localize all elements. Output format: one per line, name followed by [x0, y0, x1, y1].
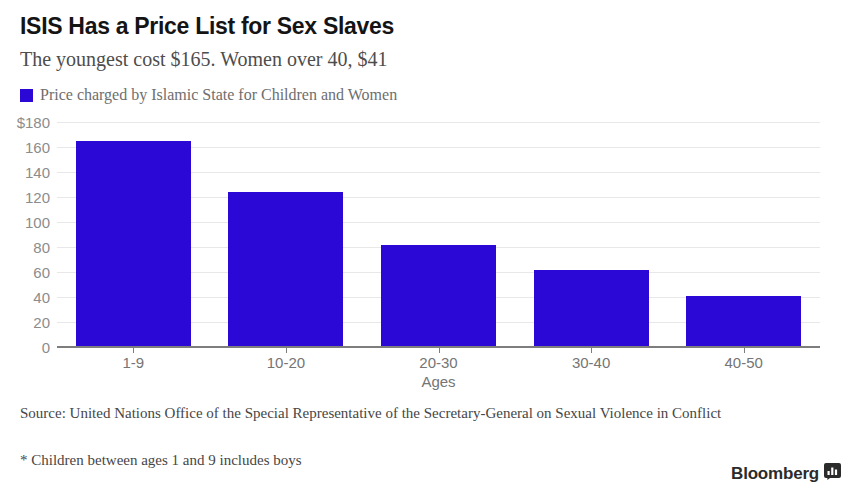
bloomberg-wordmark: Bloomberg	[731, 464, 819, 484]
x-axis-tick-label: 20-30	[389, 355, 489, 371]
x-axis-tick	[439, 348, 440, 353]
y-axis-tick-label: 120	[0, 190, 50, 205]
y-axis-tick-label: 80	[0, 240, 50, 255]
y-axis-tick-label: 140	[0, 165, 50, 180]
bloomberg-brand: Bloomberg	[731, 463, 841, 484]
y-axis-tick-label: 40	[0, 290, 50, 305]
x-axis-tick-label: 30-40	[541, 355, 641, 371]
x-axis-tick	[591, 348, 592, 353]
x-axis-tick-label: 40-50	[694, 355, 794, 371]
x-axis-tick-label: 1-9	[83, 355, 183, 371]
footnote: * Children between ages 1 and 9 includes…	[20, 452, 302, 469]
y-gridline	[57, 122, 820, 123]
x-axis-tick	[286, 348, 287, 353]
bar-1-9	[76, 141, 191, 347]
x-axis-tick	[744, 348, 745, 353]
bar-10-20	[228, 192, 343, 347]
y-axis-tick-label: 60	[0, 265, 50, 280]
x-axis-tick-label: 10-20	[236, 355, 336, 371]
y-axis-tick-label: $180	[0, 115, 50, 130]
bar-chart-icon	[824, 463, 841, 484]
y-axis-tick-label: 0	[0, 340, 50, 355]
bar-40-50	[686, 296, 801, 347]
y-axis-tick-label: 100	[0, 215, 50, 230]
x-axis-title: Ages	[379, 373, 499, 390]
y-axis-tick-label: 20	[0, 315, 50, 330]
y-axis-tick-label: 160	[0, 140, 50, 155]
bar-chart: 0 20 40 60 80 100 120 140 160 $180 1-9 10-20 20-30 30…	[0, 0, 850, 502]
bar-30-40	[534, 270, 649, 348]
chart-page: ISIS Has a Price List for Sex Slaves The…	[0, 0, 850, 502]
source-note: Source: United Nations Office of the Spe…	[20, 405, 721, 422]
x-axis-tick	[133, 348, 134, 353]
bar-20-30	[381, 245, 496, 348]
